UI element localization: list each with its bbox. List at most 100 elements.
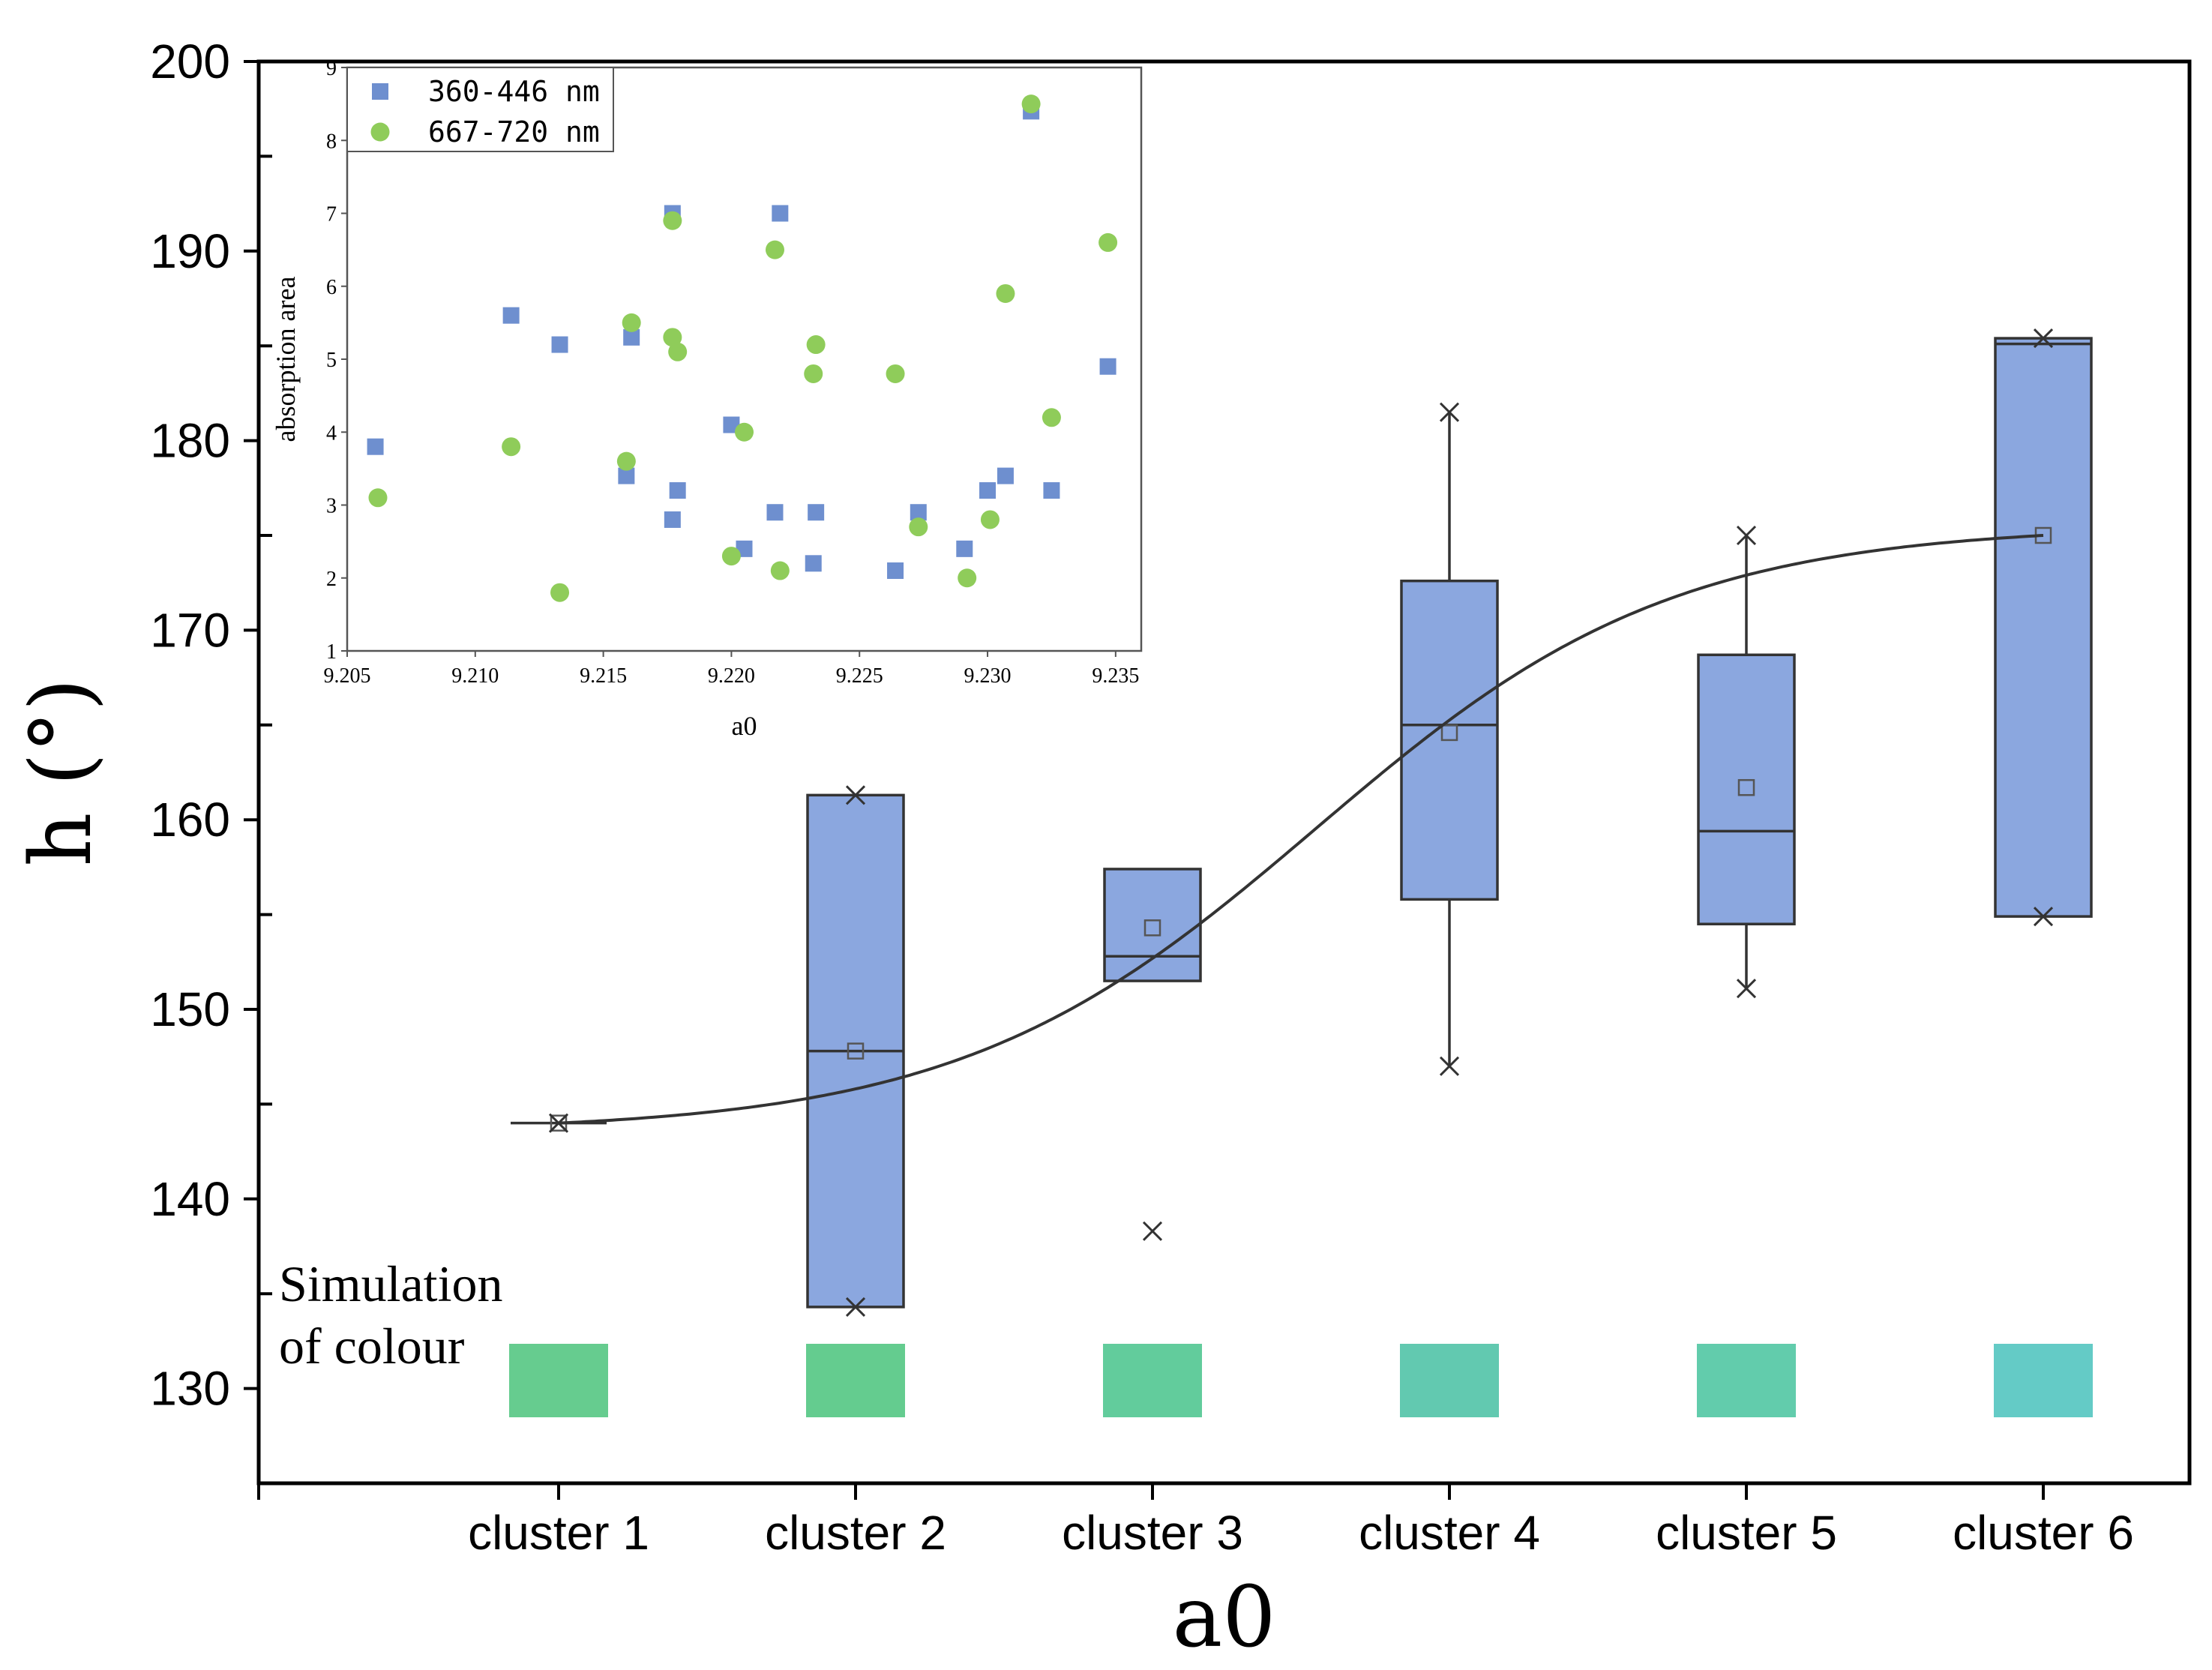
legend-label: 360-446 nm (428, 75, 600, 108)
extreme-marker-stroke (2033, 328, 2054, 349)
x-category-label: cluster 6 (1953, 1506, 2134, 1560)
extreme-marker-stroke (1439, 402, 1460, 422)
inset-point-square (887, 562, 904, 580)
inset-point-square (997, 467, 1014, 484)
y-axis-title: h (°) (13, 678, 110, 866)
inset-y-tick-label: 8 (326, 130, 337, 153)
inset-point-circle (622, 313, 641, 332)
inset-point-circle (668, 342, 688, 361)
box-iqr (1103, 868, 1202, 982)
inset-point-circle (1099, 232, 1118, 252)
inset-plot: 1 2 3 4 5 6 7 8 9 9.205 9.210 9.215 9.220 9.225 9.230 9… (271, 57, 1143, 741)
inset-point-circle (735, 422, 754, 442)
inset-y-tick-label: 1 (326, 640, 337, 664)
inset-point-circle (502, 437, 521, 457)
box-group (1697, 535, 1796, 989)
inset-x-tick-label: 9.205 (324, 664, 371, 688)
inset-point-square (1043, 482, 1060, 499)
inset-point-circle (663, 211, 682, 230)
inset-point-circle (663, 328, 682, 347)
inset-point-circle (550, 583, 570, 602)
extreme-marker (2033, 328, 2054, 349)
x-category-label: cluster 2 (765, 1506, 946, 1560)
inset-y-tick-label: 3 (326, 495, 337, 518)
inset-series (368, 94, 1118, 602)
legend-marker-square (372, 83, 388, 100)
inset-point-square (979, 482, 997, 499)
inset-y-tick-label: 9 (326, 57, 337, 80)
inset-point-circle (1042, 408, 1061, 427)
extreme-marker (845, 1297, 866, 1317)
trend-line (558, 534, 2044, 1125)
extreme-marker (1736, 525, 1757, 546)
inset-point-circle (886, 364, 905, 383)
inset-point-circle (996, 283, 1015, 303)
y-tick-label: 200 (150, 34, 230, 88)
inset-point-square (623, 328, 640, 346)
y-tick-label: 140 (150, 1172, 230, 1226)
inset-x-tick-label: 9.225 (836, 664, 883, 688)
inset-point-circle (616, 451, 636, 471)
colour-swatch (1103, 1344, 1202, 1417)
inset-frame (346, 66, 1143, 652)
extreme-marker-stroke (1736, 525, 1757, 546)
extreme-marker-stroke (845, 785, 866, 805)
y-tick-label: 180 (150, 414, 230, 468)
inset-legend: 360-446 nm 667-720 nm (346, 67, 614, 152)
inset-point-square (669, 482, 686, 499)
inset-point-circle (804, 364, 823, 383)
outlier-marker-stroke (1142, 1221, 1163, 1241)
inset-y-tick-label: 7 (326, 203, 337, 226)
box-iqr (1994, 337, 2093, 918)
inset-x-tick-label: 9.210 (451, 664, 499, 688)
inset-point-circle (721, 547, 741, 566)
inset-point-square (766, 504, 784, 521)
extreme-marker-stroke (2033, 907, 2054, 927)
legend-label: 667-720 nm (428, 115, 600, 148)
inset-point-circle (980, 510, 1000, 529)
mean-marker (1737, 778, 1755, 796)
extreme-marker (1736, 979, 1757, 999)
inset-point-circle (765, 240, 784, 259)
extreme-marker-stroke (1736, 979, 1757, 999)
inset-x-axis-title: a0 (732, 711, 757, 741)
box-group (1103, 868, 1202, 982)
inset-point-square (502, 307, 520, 324)
y-tick-label: 150 (150, 982, 230, 1036)
colour-swatch (1400, 1344, 1499, 1417)
inset-point-square (664, 511, 681, 528)
box-group (806, 793, 905, 1309)
x-category-label: cluster 3 (1062, 1506, 1243, 1560)
box-group (1400, 412, 1499, 1066)
extreme-marker (1439, 1056, 1460, 1076)
inset-y-tick-label: 6 (326, 276, 337, 299)
colour-swatch (509, 1344, 608, 1417)
inset-point-circle (1021, 94, 1041, 114)
y-tick-label: 160 (150, 793, 230, 847)
x-category-label: cluster 4 (1359, 1506, 1540, 1560)
extreme-marker (845, 785, 866, 805)
y-tick-label: 170 (150, 603, 230, 657)
y-tick-label: 130 (150, 1362, 230, 1416)
inset-point-square (551, 336, 568, 353)
inset-point-circle (806, 335, 826, 355)
inset-point-square (1099, 358, 1116, 375)
extreme-marker (2033, 907, 2054, 927)
inset-x-tick-label: 9.235 (1092, 664, 1139, 688)
x-axis-title: a0 (1172, 1569, 1275, 1666)
colour-swatch (806, 1344, 905, 1417)
colour-sim-label-line1: Simulation (279, 1255, 502, 1312)
colour-swatch (1697, 1344, 1796, 1417)
inset-point-circle (770, 561, 790, 580)
inset-y-tick-label: 5 (326, 349, 337, 372)
colour-swatch (1994, 1344, 2093, 1417)
inset-point-square (805, 555, 822, 572)
inset-point-square (910, 504, 927, 521)
inset-point-square (808, 504, 825, 521)
inset-y-tick-label: 2 (326, 568, 337, 591)
mean-marker (847, 1042, 865, 1060)
colour-sim-label-line2: of colour (279, 1318, 465, 1375)
box-group (1994, 337, 2093, 918)
